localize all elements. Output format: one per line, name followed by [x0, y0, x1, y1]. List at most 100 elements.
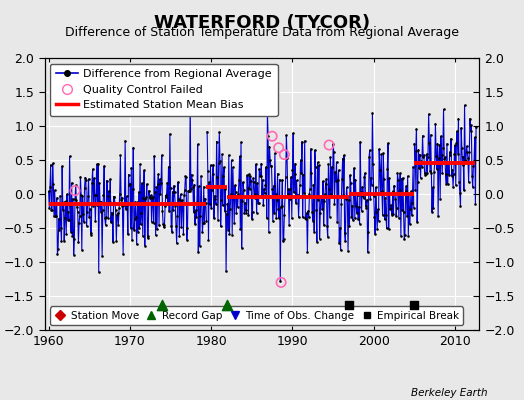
Point [90, 175, 98, 182]
Point [238, 198, 247, 204]
Point [429, 205, 438, 211]
Point [379, 150, 387, 156]
Point [50, 187, 59, 193]
Point [47, 207, 56, 214]
Point [89, 203, 97, 209]
Point [103, 192, 112, 199]
Point [64, 208, 72, 215]
Point [176, 196, 184, 203]
Point [66, 201, 74, 208]
Point [346, 172, 354, 178]
Point [165, 208, 173, 214]
Point [48, 207, 56, 214]
Point [250, 195, 259, 201]
Point [206, 162, 215, 168]
Point [226, 206, 234, 212]
Point [314, 197, 322, 204]
Point [57, 224, 65, 231]
Point [189, 184, 197, 190]
Point [198, 229, 206, 235]
Point [296, 181, 304, 188]
Point [353, 210, 361, 216]
Point [251, 191, 259, 198]
Point [235, 177, 243, 184]
Point [145, 188, 153, 194]
Point [112, 238, 121, 244]
Point [344, 248, 352, 254]
Point [50, 213, 58, 220]
Point [277, 279, 285, 286]
Point [408, 212, 416, 218]
Point [395, 187, 403, 193]
Point [216, 223, 225, 230]
Point [189, 209, 198, 216]
Point [84, 176, 93, 182]
Point [172, 240, 181, 246]
Point [96, 199, 104, 205]
Point [399, 209, 408, 216]
Point [139, 195, 148, 202]
Point [466, 116, 474, 122]
Point [66, 153, 74, 160]
Point [242, 207, 250, 213]
Point [255, 200, 263, 206]
Point [410, 140, 419, 147]
Point [143, 181, 151, 187]
Point [225, 231, 234, 238]
Point [217, 196, 225, 203]
Point [179, 200, 187, 206]
Point [61, 198, 70, 204]
Point [401, 188, 410, 194]
Point [429, 184, 437, 190]
Point [173, 212, 181, 219]
Point [213, 174, 222, 180]
Point [135, 225, 144, 231]
Point [244, 185, 252, 191]
Point [138, 180, 146, 186]
Point [380, 176, 388, 182]
Point [133, 241, 141, 248]
Point [346, 180, 355, 186]
Legend: Station Move, Record Gap, Time of Obs. Change, Empirical Break: Station Move, Record Gap, Time of Obs. C… [50, 306, 463, 325]
Point [300, 138, 309, 144]
Point [456, 190, 464, 196]
Point [123, 202, 132, 208]
Point [426, 168, 434, 174]
Point [276, 176, 284, 183]
Point [321, 191, 329, 198]
Point [69, 196, 77, 202]
Point [158, 207, 167, 214]
Point [197, 173, 205, 179]
Point [297, 157, 305, 163]
Point [80, 218, 88, 225]
Point [422, 170, 430, 177]
Point [462, 143, 471, 149]
Point [59, 199, 68, 206]
Point [407, 188, 415, 195]
Point [214, 216, 222, 223]
Point [341, 230, 349, 236]
Point [468, 172, 476, 179]
Point [73, 204, 81, 210]
Point [400, 236, 408, 242]
Point [454, 116, 463, 122]
Point [160, 224, 168, 230]
Point [85, 213, 93, 220]
Point [420, 170, 429, 176]
Point [378, 188, 386, 194]
Point [457, 145, 466, 151]
Point [121, 200, 129, 206]
Point [181, 186, 189, 193]
Point [413, 179, 422, 186]
Point [181, 173, 190, 180]
Point [286, 196, 294, 202]
Point [277, 202, 286, 209]
Point [209, 162, 217, 168]
Point [56, 193, 64, 199]
Point [267, 163, 275, 169]
Point [223, 210, 231, 217]
Point [259, 202, 268, 209]
Point [78, 193, 86, 199]
Point [196, 213, 204, 220]
Point [236, 226, 245, 232]
